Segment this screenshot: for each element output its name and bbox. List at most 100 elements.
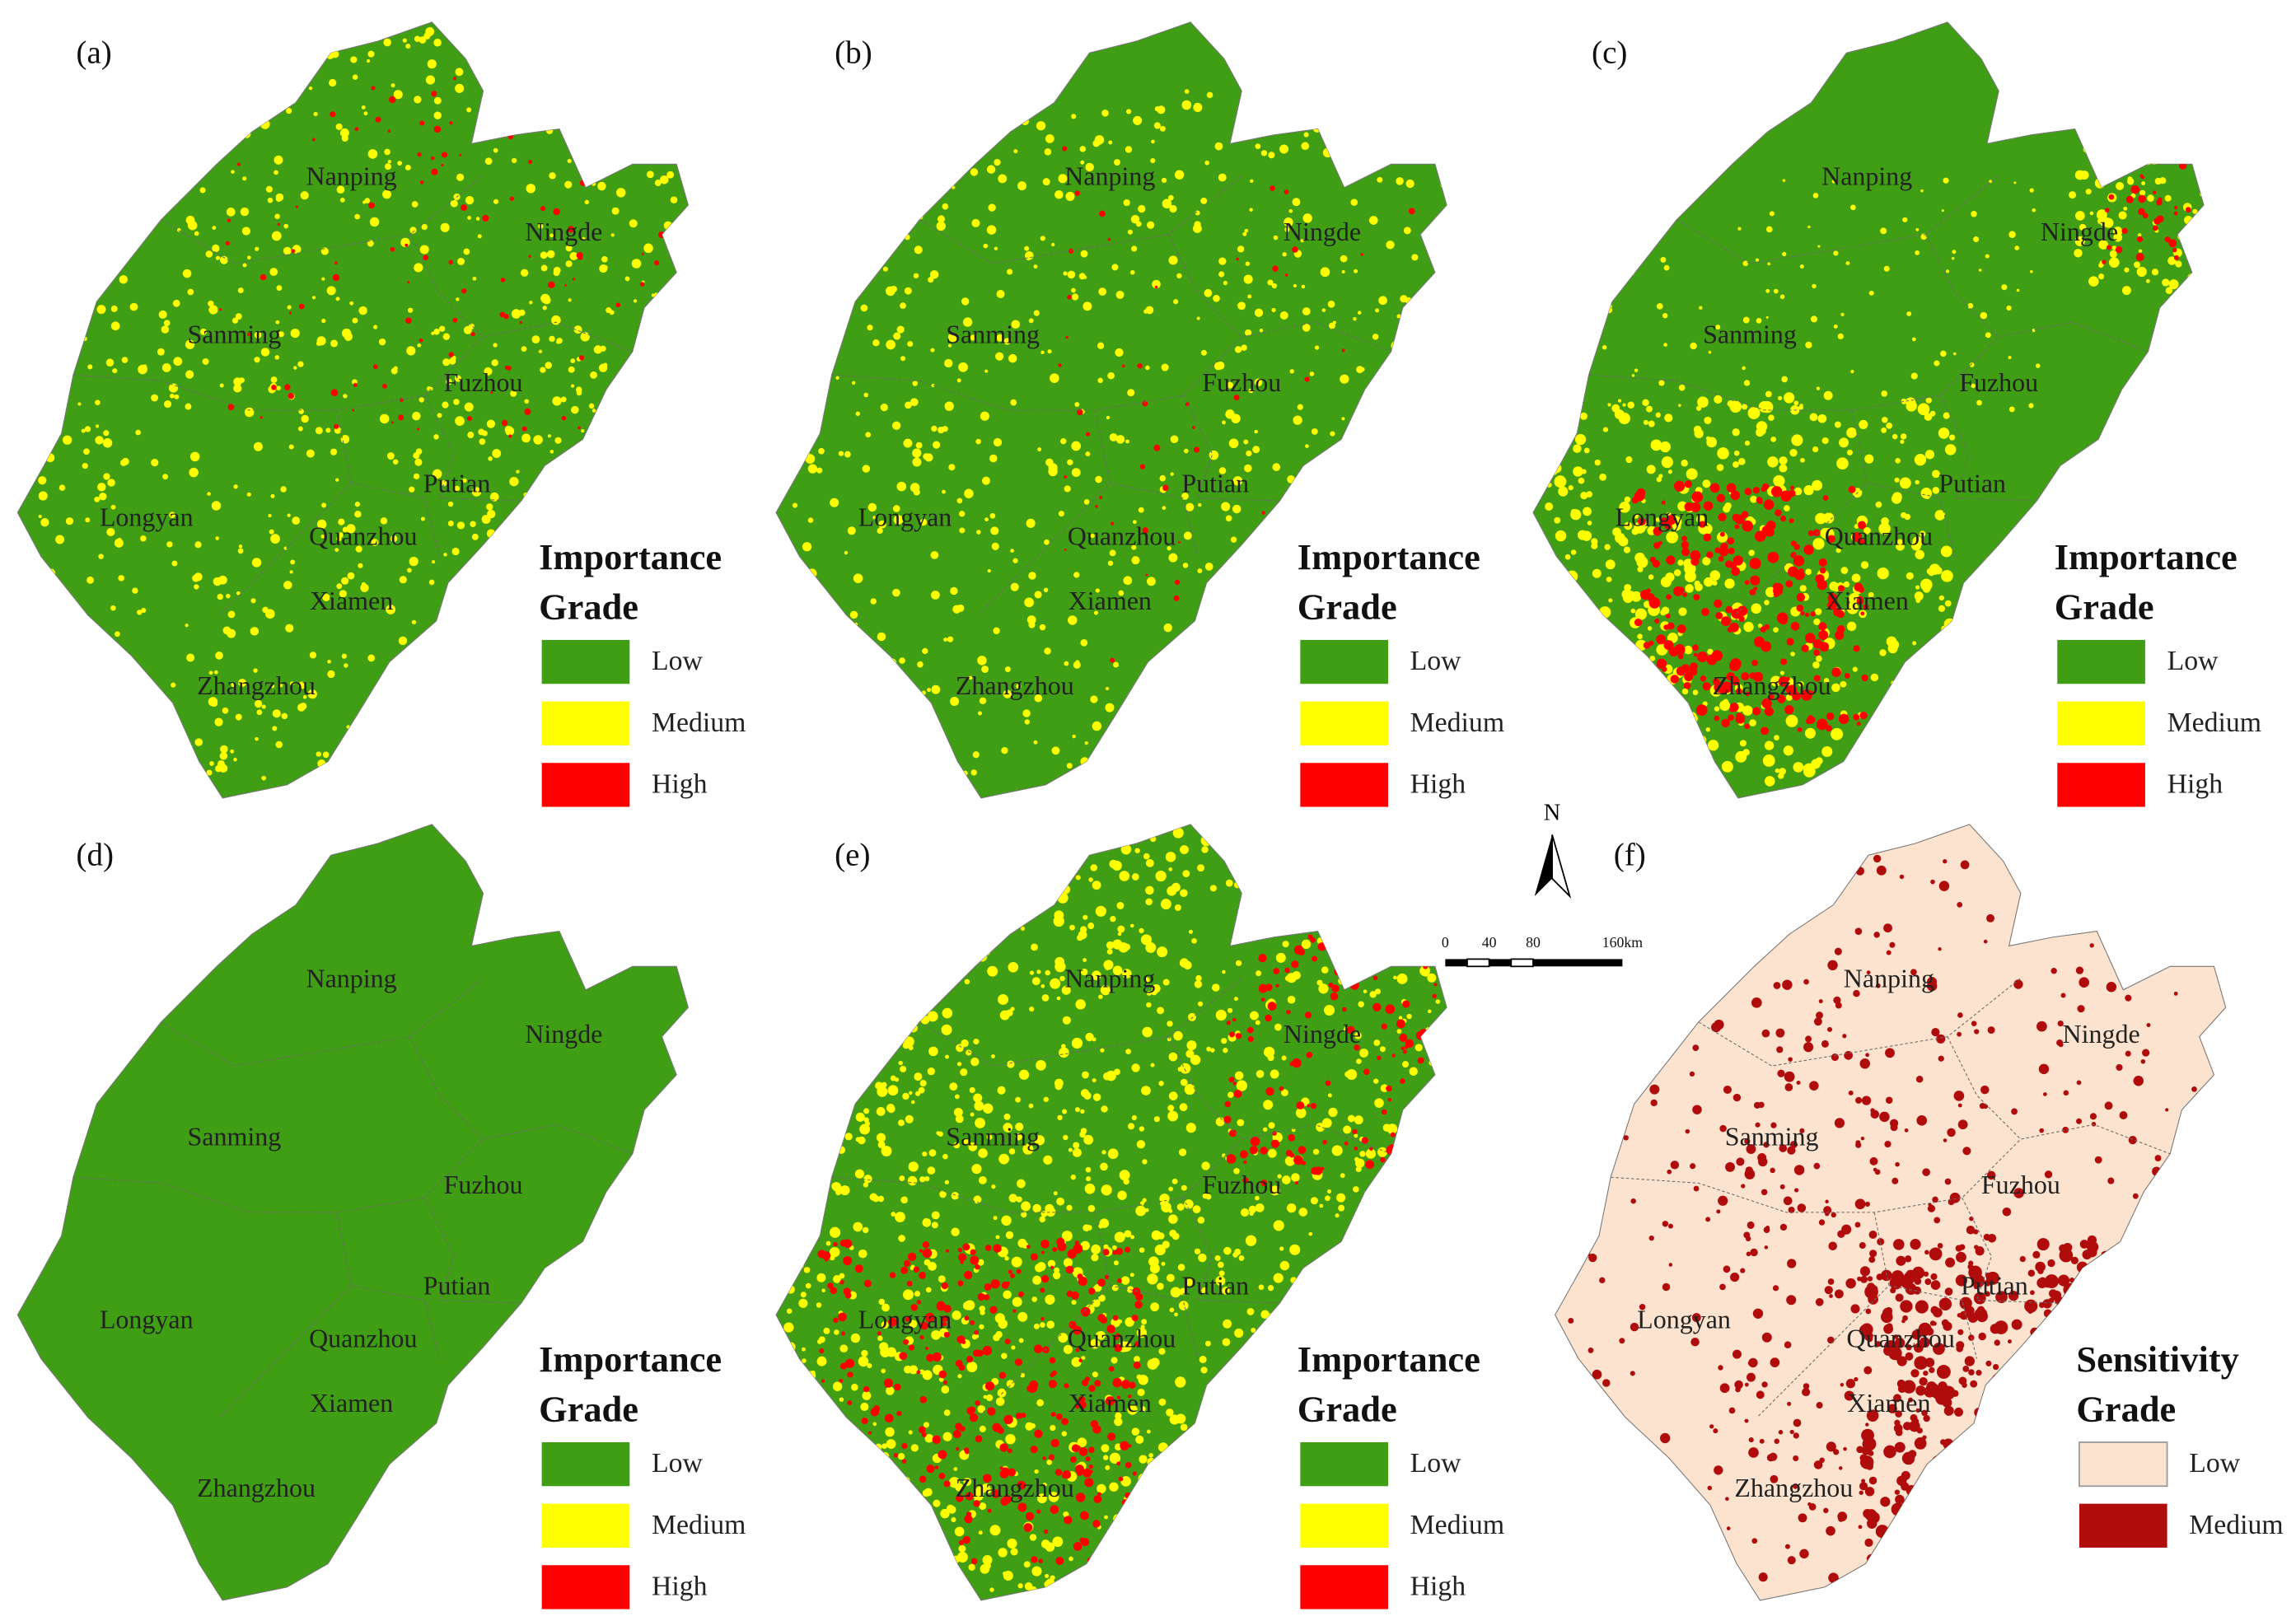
city-label: Quanzhou [1846,1324,1954,1353]
city-label: Longyan [858,502,952,532]
legend-swatch [541,701,630,745]
legend-swatch [541,1565,630,1609]
city-label: Quanzhou [1068,1324,1176,1353]
city-label: Ningde [2041,217,2118,246]
legend-swatch [1300,1503,1388,1548]
city-label: Quanzhou [309,1324,417,1353]
scale-label: 160km [1602,934,1644,951]
legend-label: Low [2189,1448,2241,1479]
city-label: Ningde [1284,1019,1361,1049]
legend-label: Low [2167,646,2219,676]
legend-title: Sensitivity [2076,1338,2238,1380]
panel-label: (f) [1614,838,1646,873]
legend-title: Importance [539,1338,722,1380]
legend-label: High [1410,1571,1466,1601]
city-label: Ningde [2063,1019,2140,1049]
city-label: Putian [1938,469,2006,498]
legend-label: Medium [652,1510,746,1540]
city-label: Nanping [1064,161,1155,190]
panel-label: (a) [76,35,111,71]
legend-label: Medium [1410,1510,1504,1540]
city-label: Xiamen [1847,1388,1930,1418]
legend-title: Grade [539,586,638,628]
legend-swatch [2079,1441,2168,1488]
city-label: Quanzhou [1825,521,1933,551]
panel-label: (e) [835,838,870,873]
legend-swatch [541,1503,630,1548]
legend-label: Medium [2189,1510,2283,1540]
north-arrow: N [1534,801,1572,899]
panel-label: (d) [76,838,114,873]
legend-title: Importance [1298,1338,1480,1380]
city-label: Zhangzhou [1713,670,1831,700]
city-label: Quanzhou [309,521,417,551]
city-label: Putian [1961,1271,2028,1301]
legend-label: High [652,1571,708,1601]
scale-bar: 0 40 80 160km [1442,934,1644,968]
city-label: Nanping [1821,161,1912,190]
panel-label: (b) [835,35,872,71]
legend-title: Grade [1298,1389,1397,1430]
legend-swatch [1300,701,1388,745]
panel: (a) Nanping Ningde Sanming Fuzhou Putian Longy… [16,21,746,807]
city-label: Longyan [100,1305,194,1334]
city-label: Putian [1181,1271,1249,1301]
legend-label: High [1410,768,1466,799]
city-label: Xiamen [1069,586,1152,615]
city-label: Longyan [858,1305,952,1334]
legend-swatch [541,1441,630,1487]
city-label: Xiamen [1069,1388,1152,1418]
legend-swatch [2057,701,2145,745]
legend-title: Importance [1298,536,1480,577]
city-label: Fuzhou [1959,367,2038,397]
legend-swatch [1300,639,1388,684]
city-label: Longyan [100,502,194,532]
city-label: Xiamen [310,1388,393,1418]
legend-title: Grade [2055,586,2154,628]
city-label: Putian [1181,469,1249,498]
city-label: Fuzhou [444,367,523,397]
legend-label: Low [652,1448,704,1479]
legend-swatch [2057,763,2145,807]
city-label: Zhangzhou [956,670,1074,700]
city-label: Xiamen [310,586,393,615]
city-label: Longyan [1637,1305,1731,1334]
legend-swatch [541,763,630,807]
city-label: Sanming [188,1121,282,1151]
city-label: Ningde [1284,217,1361,246]
panel-label: (c) [1592,35,1627,71]
legend-swatch [2057,639,2145,684]
city-label: Nanping [1064,963,1155,993]
city-label: Nanping [1844,963,1934,993]
legend-label: Low [1410,646,1462,676]
legend-title: Importance [539,536,722,577]
city-label: Putian [423,1271,491,1301]
legend-label: Low [1410,1448,1462,1479]
city-label: Ningde [525,217,602,246]
legend-label: High [2167,768,2224,799]
legend-swatch [2079,1503,2167,1548]
city-label: Sanming [1703,319,1797,348]
scale-label: 80 [1526,934,1541,951]
city-label: Nanping [306,161,397,190]
legend-label: Medium [652,708,746,738]
panel: (b) Nanping Ningde Sanming Fuzhou Putian Longy… [775,21,1504,807]
legend-label: Medium [1410,708,1504,738]
city-label: Longyan [1616,502,1709,532]
legend-swatch [1300,763,1388,807]
city-label: Fuzhou [1981,1170,2060,1199]
city-label: Putian [423,469,491,498]
legend-title: Grade [539,1389,638,1430]
city-label: Fuzhou [1202,1170,1281,1199]
north-label: N [1544,801,1561,826]
legend-label: Medium [2167,708,2261,738]
city-label: Fuzhou [444,1170,523,1199]
panel: (c) Nanping Ningde Sanming Fuzhou Putian Longy… [1532,21,2261,807]
legend-swatch [541,639,630,684]
legend-label: High [652,768,708,799]
city-label: Zhangzhou [956,1473,1074,1502]
city-label: Zhangzhou [1734,1473,1853,1502]
legend-title: Importance [2055,536,2238,577]
panel: (f) Nanping Ningde Sanming Fuzhou Putian Longy… [1554,823,2284,1601]
